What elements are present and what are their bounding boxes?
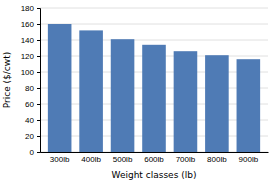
grid-line xyxy=(40,40,268,41)
grid-line xyxy=(40,24,268,25)
y-tick-mark xyxy=(37,136,40,137)
x-axis-line xyxy=(41,152,269,153)
y-tick: 160 xyxy=(21,20,40,29)
y-tick: 80 xyxy=(25,84,40,93)
chart-svg: 300lb 400lb 500lb 600lb 700lb 800lb 900lb 0 20 40… xyxy=(0,0,276,182)
y-tick-label: 140 xyxy=(21,36,35,45)
bar xyxy=(174,51,198,152)
bar xyxy=(48,24,72,152)
bar xyxy=(142,45,166,152)
y-tick-label: 80 xyxy=(25,84,34,93)
y-tick-mark xyxy=(37,56,40,57)
x-tick: 500lb xyxy=(113,155,133,164)
plot-area: 300lb 400lb 500lb 600lb 700lb 800lb 900lb 0 20 40… xyxy=(21,4,269,164)
x-tick-label: 900lb xyxy=(239,155,259,164)
y-tick-label: 40 xyxy=(25,116,34,125)
x-tick-label: 400lb xyxy=(81,155,101,164)
x-tick-label: 300lb xyxy=(50,155,70,164)
y-tick-label: 100 xyxy=(21,68,35,77)
bar xyxy=(237,59,261,152)
y-tick-label: 120 xyxy=(21,52,35,61)
grid-line xyxy=(40,8,268,9)
y-tick-label: 60 xyxy=(25,100,34,109)
x-tick: 300lb xyxy=(50,155,70,164)
y-tick-mark xyxy=(37,8,40,9)
bar xyxy=(205,55,229,152)
y-tick-mark xyxy=(37,88,40,89)
y-tick: 40 xyxy=(25,116,40,125)
y-tick-label: 160 xyxy=(21,20,35,29)
y-tick: 140 xyxy=(21,36,40,45)
x-tick: 600lb xyxy=(144,155,164,164)
x-tick-label: 800lb xyxy=(207,155,227,164)
y-axis: 0 20 40 60 80 100 120 140 160 180 xyxy=(21,4,41,157)
y-tick-label: 180 xyxy=(21,4,35,13)
y-tick: 180 xyxy=(21,4,40,13)
x-tick: 400lb xyxy=(81,155,101,164)
y-tick: 0 xyxy=(30,148,40,157)
y-tick-mark xyxy=(37,40,40,41)
y-tick-mark xyxy=(37,120,40,121)
y-tick: 100 xyxy=(21,68,40,77)
y-tick: 120 xyxy=(21,52,40,61)
bars xyxy=(48,24,260,152)
y-tick-mark xyxy=(37,152,40,153)
x-tick-label: 600lb xyxy=(144,155,164,164)
x-tick-label: 500lb xyxy=(113,155,133,164)
x-tick: 800lb xyxy=(207,155,227,164)
x-tick: 900lb xyxy=(239,155,259,164)
y-tick: 20 xyxy=(25,132,40,141)
y-tick: 60 xyxy=(25,100,40,109)
y-axis-title: Price ($/cwt) xyxy=(2,52,12,108)
y-tick-label: 0 xyxy=(30,148,35,157)
grid xyxy=(40,8,268,152)
chart-container: 300lb 400lb 500lb 600lb 700lb 800lb 900lb 0 20 40… xyxy=(0,0,276,182)
x-tick: 700lb xyxy=(176,155,196,164)
y-tick-mark xyxy=(37,24,40,25)
x-axis: 300lb 400lb 500lb 600lb 700lb 800lb 900lb xyxy=(41,153,269,165)
y-tick-mark xyxy=(37,72,40,73)
x-tick-label: 700lb xyxy=(176,155,196,164)
bar xyxy=(111,39,135,152)
y-axis-line xyxy=(37,9,41,153)
y-tick-mark xyxy=(37,104,40,105)
bar xyxy=(79,30,103,152)
y-tick-label: 20 xyxy=(25,132,34,141)
x-axis-title: Weight classes (lb) xyxy=(112,170,197,180)
